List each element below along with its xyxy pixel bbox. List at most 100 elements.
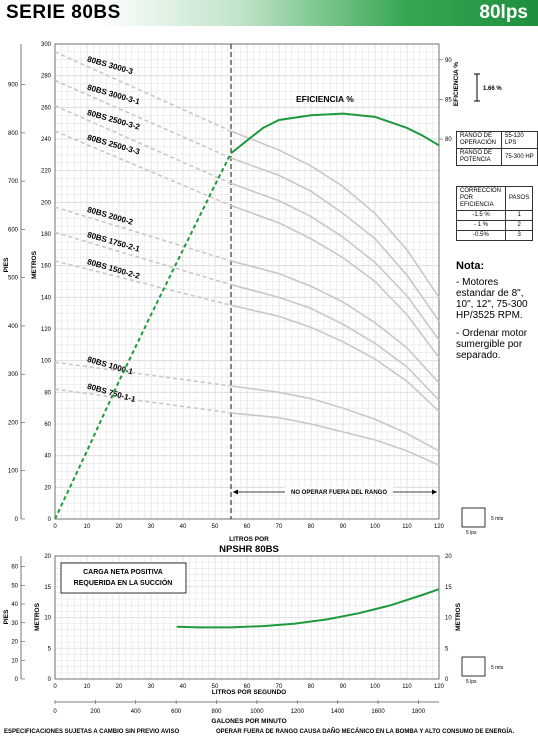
- npshr-x-tick-label: 120: [434, 684, 445, 690]
- npshr-scale-box: [461, 656, 486, 677]
- x-tick-label: 10: [84, 524, 91, 530]
- scale-box-label: 5 lps: [466, 530, 477, 536]
- npshr-feet-tick-label: 30: [11, 621, 18, 627]
- npshr-feet-tick-label: 60: [11, 565, 18, 571]
- x-tick-label: 60: [244, 524, 251, 530]
- correction-header: CORRECCIÓN POR EFICIENCIA: [456, 186, 506, 211]
- range-label-bg: [285, 487, 393, 495]
- feet-tick-label: 100: [8, 469, 19, 475]
- npshr-frame: [54, 555, 440, 680]
- y-tick-label: 300: [41, 42, 52, 48]
- pump-curve: [230, 130, 440, 298]
- correction-cell: -0.5%: [456, 230, 506, 241]
- y-tick-label: 120: [41, 327, 52, 333]
- gpm-tick-label: 1800: [412, 709, 426, 715]
- npshr-meters-right-title: METROS: [455, 602, 462, 630]
- info-row-range: RANGO DE OPERACIÓN 55-120 LPS: [456, 131, 538, 149]
- npshr-scale-box-label: 5 lps: [466, 679, 477, 685]
- gpm-axis-title: GALONES POR MINUTO: [211, 718, 286, 725]
- feet-tick-label: 600: [8, 227, 19, 233]
- npshr-x-tick-label: 10: [84, 684, 91, 690]
- x-tick-label: 80: [308, 524, 315, 530]
- npshr-y-tick-label: 0: [48, 677, 52, 683]
- pump-curve-dashed: [54, 130, 232, 207]
- npshr-curve: [176, 588, 440, 629]
- npshr-x-tick-label: 100: [370, 684, 381, 690]
- npshr-x-tick-label: 80: [308, 684, 315, 690]
- scale-label: 1.66 %: [483, 86, 502, 92]
- npshr-legend-box: [60, 562, 187, 594]
- y-tick-label: 100: [41, 359, 52, 365]
- y-tick-label: 140: [41, 295, 52, 301]
- efficiency-tick-label: 90: [445, 58, 452, 64]
- x-tick-label: 90: [340, 524, 347, 530]
- feet-tick-label: 400: [8, 324, 19, 330]
- npshr-y-right-tick-label: 0: [445, 677, 449, 683]
- feet-tick-label: 800: [8, 131, 19, 137]
- gpm-tick-label: 1600: [371, 709, 385, 715]
- feet-tick-label: 500: [8, 276, 19, 282]
- npshr-feet-tick-label: 20: [11, 640, 18, 646]
- npshr-x-tick-label: 0: [53, 684, 57, 690]
- correction-header: PASOS: [504, 186, 534, 211]
- range-label: NO OPERAR FUERA DEL RANGO: [291, 490, 387, 496]
- x-axis-title: LITROS POR: [229, 536, 269, 543]
- x-tick-label: 120: [434, 524, 445, 530]
- npshr-feet-tick-label: 40: [11, 602, 18, 608]
- correction-cell: 3: [504, 230, 534, 241]
- npshr-x-title: LITROS POR SEGUNDO: [212, 689, 286, 696]
- info-cell: RANGO DE OPERACIÓN: [456, 131, 502, 149]
- nota-title: Nota:: [456, 260, 485, 272]
- x-tick-label: 40: [180, 524, 187, 530]
- pump-curve: [230, 157, 440, 322]
- meters-axis-title: METROS: [31, 250, 38, 278]
- npshr-y-right-tick-label: 5: [445, 646, 449, 652]
- npshr-y-right-tick-label: 20: [445, 554, 452, 560]
- pump-curve-label: 80BS 1500-2-2: [86, 257, 141, 281]
- x-tick-label: 20: [116, 524, 123, 530]
- npshr-legend-text: REQUERIDA EN LA SUCCIÓN: [74, 578, 173, 587]
- series-title: SERIE 80BS: [6, 2, 121, 23]
- x-tick-label: 100: [370, 524, 381, 530]
- npshr-feet-tick-label: 50: [11, 583, 18, 589]
- info-cell: 55-120 LPS: [501, 131, 538, 149]
- x-tick-label: 110: [402, 524, 412, 530]
- info-cell: 75-300 HP: [501, 148, 538, 166]
- feet-tick-label: 300: [8, 372, 19, 378]
- npshr-x-tick-label: 90: [340, 684, 347, 690]
- npshr-legend-text: CARGA NETA POSITIVA: [83, 569, 163, 576]
- y-tick-label: 220: [41, 169, 52, 175]
- pump-curve: [230, 283, 440, 401]
- x-tick-label: 50: [212, 524, 219, 530]
- y-tick-label: 240: [41, 137, 52, 143]
- pump-curve: [230, 385, 440, 452]
- npshr-y-tick-label: 20: [44, 554, 51, 560]
- npshr-title: NPSHR 80BS: [219, 544, 279, 555]
- pump-curve-dashed: [54, 361, 232, 387]
- flow-rating: 80lps: [479, 2, 528, 23]
- x-tick-label: 30: [148, 524, 155, 530]
- y-tick-label: 80: [44, 390, 51, 396]
- pump-curve-dashed: [54, 231, 232, 286]
- nota-item: - Motores estandar de 8", 10", 12", 75-3…: [456, 277, 528, 321]
- y-tick-label: 200: [41, 200, 52, 206]
- npshr-feet-tick-label: 0: [15, 677, 19, 683]
- efficiency-tick-label: 85: [445, 97, 452, 103]
- y-tick-label: 280: [41, 74, 52, 80]
- pump-curve-dashed: [54, 260, 232, 307]
- efficiency-title: EFICIENCIA %: [296, 94, 354, 104]
- pump-curve-label: 80BS 750-1-1: [86, 382, 137, 405]
- npshr-y-right-tick-label: 10: [445, 616, 452, 622]
- range-arrow-head: [233, 489, 238, 495]
- feet-axis-title: PIES: [3, 257, 10, 272]
- npshr-y-tick-label: 15: [44, 585, 51, 591]
- correction-cell: -1.5 %: [456, 210, 506, 221]
- pump-curve-label: 80BS 2500-3-3: [86, 133, 141, 157]
- feet-tick-label: 0: [15, 517, 19, 523]
- efficiency-tick-label: 80: [445, 137, 452, 143]
- footer-left: ESPECIFICACIONES SUJETAS A CAMBIO SIN PR…: [4, 729, 180, 735]
- y-tick-label: 40: [44, 454, 51, 460]
- npshr-x-tick-label: 20: [116, 684, 123, 690]
- correction-table: CORRECCIÓN POR EFICIENCIA PASOS -1.5 % 1 -…: [456, 186, 534, 241]
- gpm-tick-label: 600: [171, 709, 182, 715]
